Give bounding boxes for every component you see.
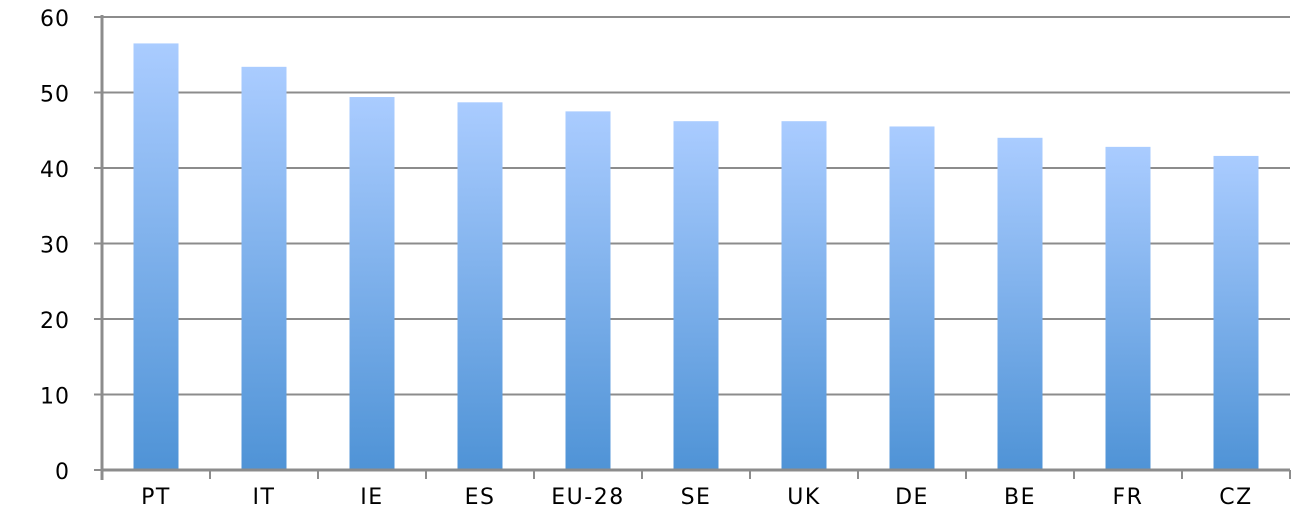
- y-tick-label-40: 40: [40, 158, 70, 183]
- bar-uk: [781, 121, 827, 470]
- x-tick-label-it: IT: [253, 485, 276, 510]
- axes: [94, 15, 1291, 480]
- y-tick-labels: 0 10 20 30 40 50 60: [40, 7, 70, 485]
- y-tick-label-60: 60: [40, 7, 70, 32]
- bar-cz: [1213, 155, 1259, 471]
- y-tick-label-50: 50: [40, 83, 70, 108]
- x-tick-label-es: ES: [465, 485, 496, 510]
- bars: [133, 43, 1259, 471]
- x-tick-label-uk: UK: [787, 485, 821, 510]
- y-tick-label-0: 0: [55, 460, 70, 485]
- bar-de: [889, 126, 935, 470]
- x-tick-label-ie: IE: [360, 485, 383, 510]
- bar-eu-28: [565, 111, 611, 470]
- bar-es: [457, 102, 503, 470]
- x-tick-label-cz: CZ: [1219, 485, 1252, 510]
- bar-it: [241, 66, 287, 470]
- x-tick-label-eu-28: EU-28: [551, 485, 624, 510]
- x-tick-label-be: BE: [1004, 485, 1036, 510]
- bar-pt: [133, 43, 179, 471]
- bar-fr: [1105, 146, 1151, 471]
- bar-se: [673, 121, 719, 470]
- y-tick-label-20: 20: [40, 309, 70, 334]
- x-tick-label-de: DE: [895, 485, 929, 510]
- x-tick-labels: PT IT IE ES EU-28 SE UK DE BE FR CZ: [141, 485, 1252, 510]
- y-tick-label-10: 10: [40, 385, 70, 410]
- y-tick-label-30: 30: [40, 234, 70, 259]
- bar-ie: [349, 97, 395, 470]
- x-tick-label-se: SE: [681, 485, 712, 510]
- x-tick-label-fr: FR: [1113, 485, 1144, 510]
- x-tick-label-pt: PT: [141, 485, 171, 510]
- bar-be: [997, 137, 1043, 471]
